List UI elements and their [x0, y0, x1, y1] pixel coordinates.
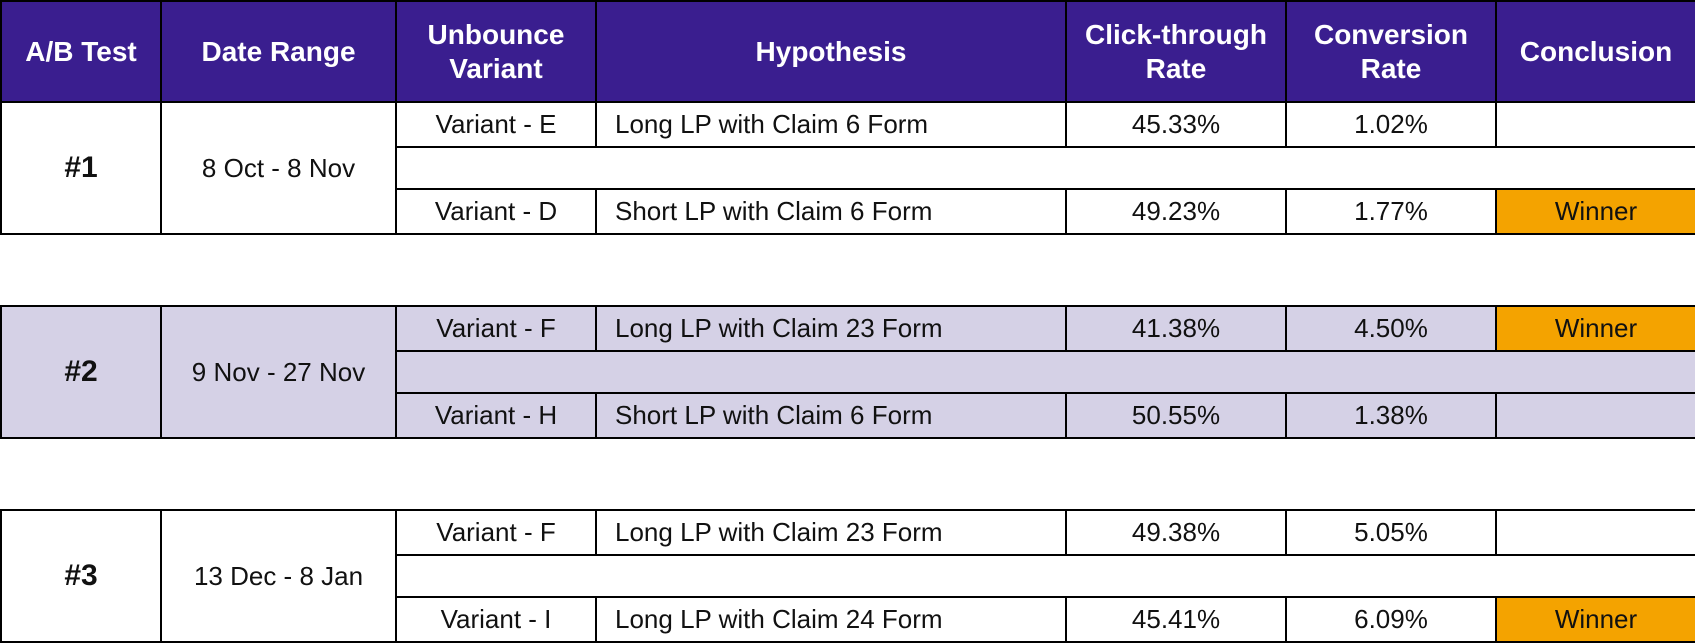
- ctr: 45.41%: [1066, 597, 1286, 642]
- ab-test-table: #2 9 Nov - 27 Nov Variant - F Long LP wi…: [0, 305, 1695, 439]
- col-header-6: Conclusion: [1496, 1, 1695, 102]
- col-header-0: A/B Test: [1, 1, 161, 102]
- hypothesis: Long LP with Claim 23 Form: [596, 510, 1066, 555]
- ctr: 49.23%: [1066, 189, 1286, 234]
- hypothesis: Long LP with Claim 23 Form: [596, 306, 1066, 351]
- col-header-2: UnbounceVariant: [396, 1, 596, 102]
- conv: 1.77%: [1286, 189, 1496, 234]
- conclusion: Winner: [1496, 306, 1695, 351]
- ctr: 41.38%: [1066, 306, 1286, 351]
- table-gap: [0, 439, 1695, 509]
- col-header-4: Click-throughRate: [1066, 1, 1286, 102]
- col-header-3: Hypothesis: [596, 1, 1066, 102]
- date-range: 8 Oct - 8 Nov: [161, 102, 396, 234]
- hypothesis: Long LP with Claim 6 Form: [596, 102, 1066, 147]
- ctr: 45.33%: [1066, 102, 1286, 147]
- hypothesis: Short LP with Claim 6 Form: [596, 189, 1066, 234]
- hypothesis: Short LP with Claim 6 Form: [596, 393, 1066, 438]
- variant-name: Variant - E: [396, 102, 596, 147]
- variant-name: Variant - F: [396, 510, 596, 555]
- test-id: #3: [1, 510, 161, 642]
- conclusion: [1496, 510, 1695, 555]
- ab-test-table: #3 13 Dec - 8 Jan Variant - F Long LP wi…: [0, 509, 1695, 643]
- conv: 5.05%: [1286, 510, 1496, 555]
- conclusion: Winner: [1496, 597, 1695, 642]
- variant-row: #1 8 Oct - 8 Nov Variant - E Long LP wit…: [1, 102, 1695, 147]
- conv: 6.09%: [1286, 597, 1496, 642]
- variant-row: #2 9 Nov - 27 Nov Variant - F Long LP wi…: [1, 306, 1695, 351]
- variant-name: Variant - I: [396, 597, 596, 642]
- ctr: 50.55%: [1066, 393, 1286, 438]
- col-header-5: ConversionRate: [1286, 1, 1496, 102]
- conclusion: Winner: [1496, 189, 1695, 234]
- variant-name: Variant - D: [396, 189, 596, 234]
- test-id: #1: [1, 102, 161, 234]
- header-row: A/B TestDate RangeUnbounceVariantHypothe…: [1, 1, 1695, 102]
- conclusion: [1496, 393, 1695, 438]
- variant-name: Variant - H: [396, 393, 596, 438]
- variant-row: #3 13 Dec - 8 Jan Variant - F Long LP wi…: [1, 510, 1695, 555]
- conv: 1.02%: [1286, 102, 1496, 147]
- conv: 1.38%: [1286, 393, 1496, 438]
- table-gap: [0, 235, 1695, 305]
- variant-name: Variant - F: [396, 306, 596, 351]
- col-header-1: Date Range: [161, 1, 396, 102]
- conclusion: [1496, 102, 1695, 147]
- ab-test-table: A/B TestDate RangeUnbounceVariantHypothe…: [0, 0, 1695, 235]
- test-id: #2: [1, 306, 161, 438]
- hypothesis: Long LP with Claim 24 Form: [596, 597, 1066, 642]
- conv: 4.50%: [1286, 306, 1496, 351]
- date-range: 9 Nov - 27 Nov: [161, 306, 396, 438]
- ctr: 49.38%: [1066, 510, 1286, 555]
- date-range: 13 Dec - 8 Jan: [161, 510, 396, 642]
